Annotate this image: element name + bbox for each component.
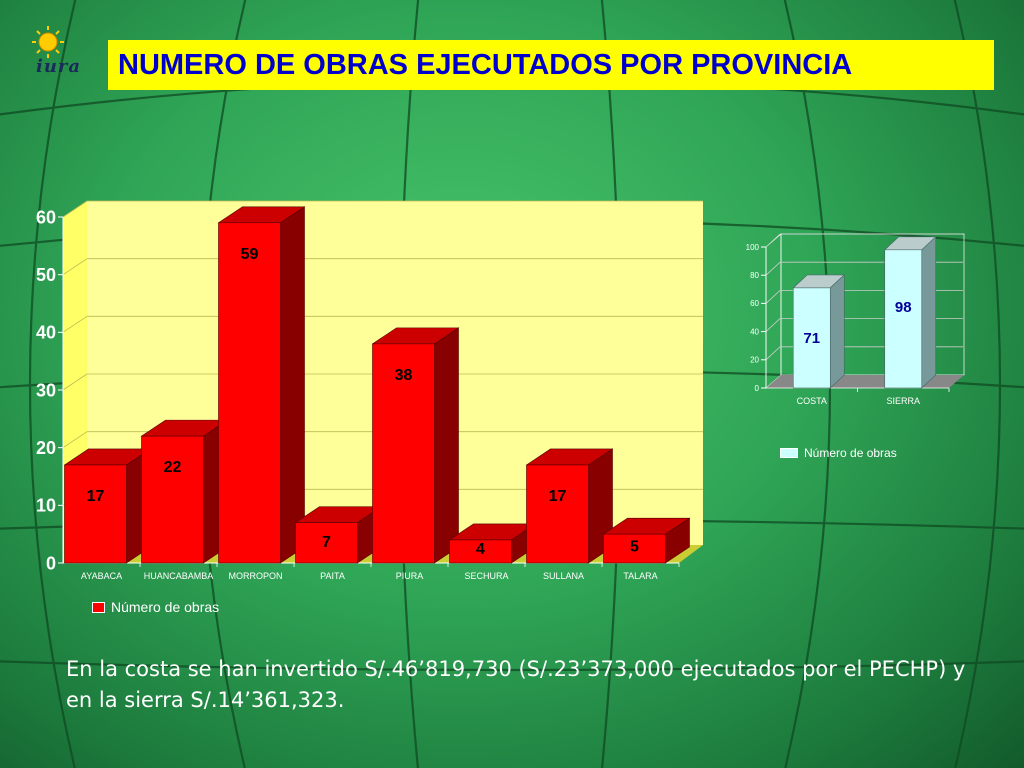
data-label: 17 bbox=[549, 488, 567, 505]
logo-text: iura bbox=[36, 56, 82, 77]
legend-provincias: Número de obras bbox=[92, 599, 219, 615]
y-tick-label: 40 bbox=[36, 323, 56, 343]
bar-front bbox=[449, 539, 512, 564]
bar-front bbox=[884, 249, 923, 389]
data-label: 5 bbox=[630, 538, 639, 555]
bar-side bbox=[829, 274, 845, 389]
legend-swatch bbox=[92, 601, 105, 613]
y-tick-label: 60 bbox=[750, 299, 759, 308]
x-tick-label: SECHURA bbox=[464, 571, 508, 581]
bar-sullana: 17 bbox=[525, 448, 614, 564]
bar-morropon: 59 bbox=[217, 206, 306, 564]
data-label: 4 bbox=[476, 541, 485, 558]
y-tick-label: 50 bbox=[36, 265, 56, 285]
x-tick-label: SIERRA bbox=[886, 396, 920, 406]
x-tick-label: PIURA bbox=[396, 571, 424, 581]
data-label: 7 bbox=[322, 534, 331, 551]
bar-front bbox=[218, 222, 281, 564]
sun-icon bbox=[32, 26, 64, 58]
y-tick-label: 100 bbox=[746, 243, 760, 252]
plot-side-wall bbox=[765, 233, 782, 389]
caption-text: En la costa se han invertido S/.46’819,7… bbox=[66, 657, 966, 712]
legend-label: Número de obras bbox=[804, 446, 897, 460]
legend-swatch bbox=[780, 448, 798, 458]
bar-front bbox=[792, 287, 831, 389]
x-tick-label: AYABACA bbox=[81, 571, 122, 581]
legend-label: Número de obras bbox=[111, 599, 220, 615]
bar-front bbox=[372, 343, 435, 564]
y-tick-label: 60 bbox=[36, 207, 56, 227]
data-label: 38 bbox=[395, 367, 413, 384]
grid-line bbox=[765, 346, 781, 361]
grid-line bbox=[62, 431, 88, 448]
grid-line bbox=[62, 373, 88, 391]
data-label: 59 bbox=[241, 246, 259, 263]
grid-line bbox=[62, 258, 88, 275]
bar-front bbox=[64, 464, 127, 564]
x-tick-label: MORROPON bbox=[229, 571, 283, 581]
y-tick-label: 80 bbox=[750, 271, 759, 280]
y-tick-label: 0 bbox=[46, 553, 56, 573]
grid-line bbox=[62, 316, 88, 333]
y-tick-label: 30 bbox=[36, 380, 56, 400]
y-tick-label: 20 bbox=[750, 356, 759, 365]
x-tick-label: PAITA bbox=[320, 571, 345, 581]
grid-line bbox=[765, 318, 781, 332]
bar-front bbox=[295, 522, 358, 564]
logo: iura bbox=[22, 22, 102, 78]
y-tick-label: 0 bbox=[755, 384, 760, 393]
bar-piura: 38 bbox=[371, 327, 460, 564]
bar-chart-provincias: 0 10 20 30 40 50 60 17 22 59 7 38 4 17 5 AYABACA HUANC… bbox=[36, 200, 703, 581]
data-label: 98 bbox=[895, 299, 912, 316]
y-tick-label: 10 bbox=[36, 496, 56, 516]
bar-front bbox=[141, 435, 204, 564]
data-label: 17 bbox=[87, 488, 105, 505]
title-box: NUMERO DE OBRAS EJECUTADOS POR PROVINCIA bbox=[108, 40, 994, 90]
y-tick-label: 20 bbox=[36, 438, 56, 458]
data-label: 22 bbox=[164, 459, 182, 476]
grid-line bbox=[765, 290, 781, 304]
x-tick-label: HUANCABAMBA bbox=[144, 571, 214, 581]
bar-front bbox=[603, 533, 666, 564]
grid-line bbox=[765, 233, 781, 248]
bar-sierra: 98 bbox=[883, 236, 937, 389]
x-tick-label: SULLANA bbox=[543, 571, 584, 581]
grid-line bbox=[62, 200, 88, 218]
bar-side bbox=[921, 236, 937, 389]
bar-chart-regiones: 0 20 40 60 80 100 71 98 COSTA SIERRA bbox=[746, 233, 964, 406]
legend-regiones: Número de obras bbox=[780, 446, 897, 460]
y-tick-label: 40 bbox=[750, 327, 759, 336]
x-tick-label: COSTA bbox=[797, 396, 827, 406]
page-title: NUMERO DE OBRAS EJECUTADOS POR PROVINCIA bbox=[118, 48, 853, 81]
bar-costa: 71 bbox=[792, 274, 846, 389]
bar-front bbox=[526, 464, 589, 564]
bar-talara: 5 bbox=[602, 517, 691, 564]
data-label: 71 bbox=[803, 330, 820, 347]
x-tick-label: TALARA bbox=[623, 571, 657, 581]
grid-line bbox=[765, 261, 781, 276]
